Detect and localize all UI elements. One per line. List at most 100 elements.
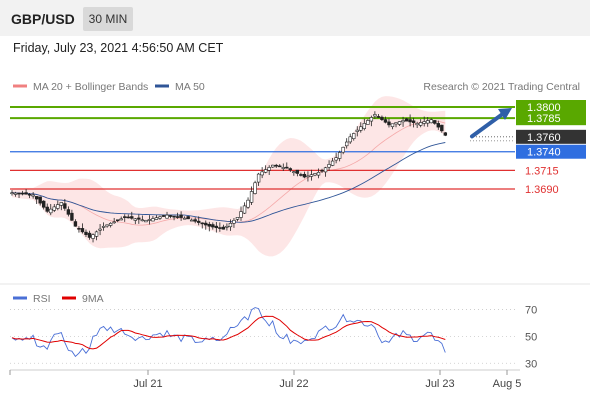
- candle: [34, 196, 39, 204]
- candle: [179, 211, 183, 221]
- rsi-tick-label: 30: [525, 358, 537, 370]
- x-tick-label: Jul 22: [279, 378, 308, 390]
- candle: [161, 214, 166, 217]
- level-label-1-3690: 1.3690: [525, 184, 559, 196]
- candle: [422, 116, 426, 127]
- rsi-line: [11, 307, 446, 358]
- candle: [309, 169, 314, 181]
- candle: [123, 214, 127, 222]
- candle: [253, 180, 257, 195]
- candle: [232, 217, 236, 228]
- candle: [126, 214, 130, 219]
- candle: [246, 197, 250, 209]
- candle: [197, 216, 201, 226]
- candle: [288, 167, 293, 172]
- candle: [404, 117, 409, 122]
- candle: [285, 162, 289, 169]
- candle: [24, 189, 28, 195]
- level-label-1-3800: 1.3800: [527, 102, 561, 114]
- level-box-1-3800: [516, 100, 586, 114]
- candle: [66, 206, 71, 217]
- candle: [313, 173, 317, 177]
- credit-text: Research © 2021 Trading Central: [423, 81, 580, 93]
- candle: [151, 215, 155, 222]
- ma9-legend-label: 9MA: [82, 293, 104, 305]
- candle: [228, 219, 233, 231]
- candle: [13, 191, 18, 197]
- candle: [242, 202, 247, 215]
- candle: [38, 196, 42, 206]
- candle: [115, 219, 120, 223]
- candle: [77, 226, 81, 233]
- candle: [295, 169, 300, 177]
- projection-arrow-shaft: [470, 111, 506, 139]
- candle: [352, 132, 356, 141]
- candle: [316, 168, 321, 179]
- candle: [263, 165, 268, 174]
- candle: [373, 111, 377, 119]
- candle: [119, 216, 123, 221]
- candle: [320, 168, 324, 173]
- candle: [260, 167, 264, 179]
- candle: [306, 171, 310, 182]
- candle: [383, 116, 388, 124]
- candle: [10, 190, 14, 196]
- level-label-1-3785: 1.3785: [527, 113, 561, 125]
- symbol-title: GBP/USD: [11, 11, 75, 27]
- candle: [31, 192, 35, 199]
- candle: [207, 221, 211, 232]
- candle: [56, 200, 60, 211]
- candle: [341, 146, 345, 155]
- candle: [443, 131, 448, 137]
- candle: [267, 165, 271, 175]
- candle: [204, 220, 208, 230]
- candle: [436, 120, 440, 130]
- candle: [369, 115, 374, 127]
- candle: [182, 216, 187, 220]
- candle: [344, 138, 349, 149]
- candle: [440, 124, 444, 133]
- level-box-1-3760: [516, 129, 586, 144]
- candle: [168, 214, 173, 219]
- candle: [235, 217, 240, 222]
- candle: [387, 118, 391, 128]
- candle: [20, 190, 25, 196]
- candle: [42, 200, 46, 210]
- bollinger-band-fill: [12, 96, 446, 257]
- candle: [80, 223, 85, 234]
- candle: [359, 122, 363, 133]
- candle: [281, 163, 285, 171]
- candle: [390, 123, 395, 130]
- x-tick-label: Aug 5: [493, 378, 522, 390]
- candle: [130, 211, 134, 220]
- candle: [380, 115, 384, 121]
- candle: [394, 122, 398, 128]
- candle: [256, 172, 261, 186]
- level-label-1-3715: 1.3715: [525, 165, 559, 177]
- candle: [433, 120, 437, 125]
- level-box-1-3785: [516, 111, 586, 126]
- candle: [45, 203, 49, 213]
- candle: [186, 216, 190, 220]
- candle: [362, 118, 367, 131]
- rsi-ma9-line: [11, 315, 446, 350]
- candle: [112, 217, 116, 224]
- candle: [239, 206, 243, 221]
- ma50-path: [11, 142, 446, 223]
- candle: [214, 222, 219, 233]
- candle: [165, 211, 169, 219]
- candle: [63, 198, 67, 211]
- candle: [397, 121, 402, 127]
- candle: [91, 233, 95, 243]
- candle: [73, 219, 78, 227]
- candle: [292, 171, 296, 176]
- ma50-legend-label: MA 50: [175, 81, 205, 93]
- candle: [411, 117, 416, 128]
- timestamp: Friday, July 23, 2021 4:56:50 AM CET: [13, 41, 224, 55]
- candle: [87, 230, 92, 240]
- timeframe-badge[interactable]: 30 MIN: [83, 7, 133, 31]
- candle: [348, 133, 352, 144]
- x-tick-label: Jul 21: [133, 378, 162, 390]
- candle: [334, 152, 338, 164]
